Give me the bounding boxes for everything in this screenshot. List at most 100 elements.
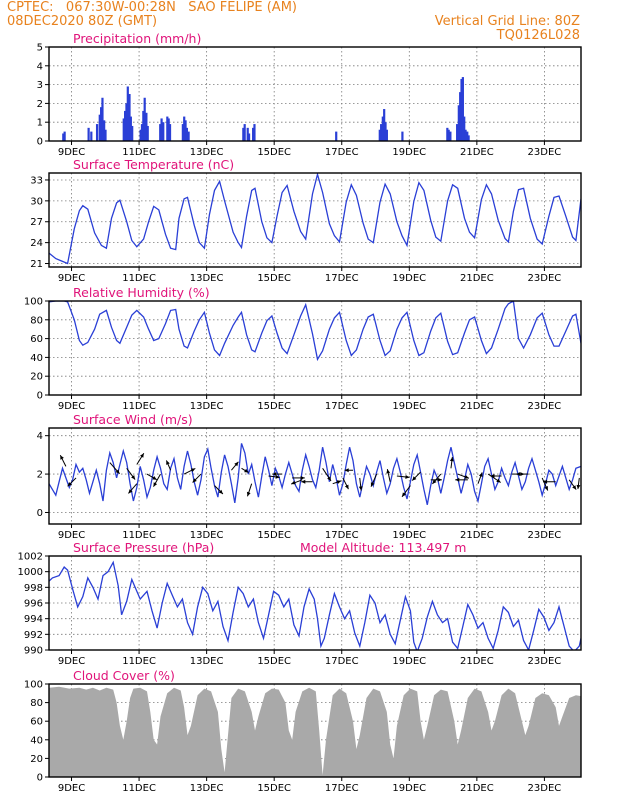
x-tick-label: 17DEC [325,530,359,541]
y-tick-label: 100 [24,297,43,308]
precip-bar [143,97,146,141]
precip-bar [384,122,387,141]
precip-bar [90,131,93,141]
wind-arrow-head [544,486,548,491]
precip-bar [181,124,184,141]
x-tick-label: 9DEC [58,273,85,284]
cloud-cover-area [49,686,581,777]
y-tick-label: 80 [30,698,43,709]
wind-arrow-head [128,489,133,494]
precip-bar [449,131,452,141]
precip-bar [126,86,129,141]
y-tick-label: 0 [37,773,43,784]
precip-bar [381,116,384,141]
header-code: TQ0126L028 [496,28,580,43]
cloud-title: Cloud Cover (%) [73,668,175,683]
x-tick-label: 15DEC [257,401,291,412]
y-tick-label: 20 [30,754,43,765]
y-tick-label: 990 [24,646,43,657]
wind-arrow-head [140,453,144,458]
x-tick-label: 19DEC [392,656,426,667]
precip-bar [160,118,163,141]
wind-series-line [49,443,581,505]
wind-arrow-head [496,478,501,483]
x-tick-label: 23DEC [528,147,562,158]
x-tick-label: 17DEC [325,273,359,284]
x-tick-label: 23DEC [528,273,562,284]
pres-title: Surface Pressure (hPa) [73,540,214,555]
y-tick-label: 0 [37,137,43,148]
x-tick-label: 19DEC [392,273,426,284]
precip-bar [401,131,404,141]
x-tick-label: 15DEC [257,656,291,667]
x-tick-label: 13DEC [190,273,224,284]
y-tick-label: 80 [30,315,43,326]
precip-bar [142,110,145,141]
wind-arrow-head [437,477,442,482]
x-tick-label: 23DEC [528,530,562,541]
precip-bar [166,116,169,141]
precip-bar [456,124,459,141]
model-altitude-note: Model Altitude: 113.497 m [300,540,466,555]
y-tick-label: 20 [30,372,43,383]
y-tick-label: 996 [24,599,43,610]
y-tick-label: 0 [37,391,43,402]
precip-bar [124,110,127,141]
y-tick-label: 40 [30,735,43,746]
x-tick-label: 13DEC [190,783,224,794]
precip-bar [246,127,249,141]
wind-title: Surface Wind (m/s) [73,412,193,427]
panel-frame [48,683,582,778]
precip-bar [62,133,65,141]
precip-bar [131,125,134,141]
wind-arrow-head [336,480,342,484]
wind-arrow-head [67,482,72,487]
x-tick-label: 17DEC [325,656,359,667]
precip-title: Precipitation (mm/h) [73,31,201,46]
precip-bar [101,97,104,141]
precip-bar [103,120,106,141]
x-tick-label: 21DEC [460,656,494,667]
x-tick-label: 13DEC [190,147,224,158]
y-tick-label: 60 [30,334,43,345]
wind-arrow-head [432,479,437,484]
y-tick-label: 5 [37,43,43,54]
y-tick-label: 2 [37,470,43,481]
precip-bar [145,112,148,141]
wind-arrow-head [572,485,577,490]
precip-bar [125,103,128,141]
precip-bar [464,129,467,141]
precip-bar [461,77,464,141]
wind-arrow-head [405,475,410,479]
wind-arrow-head [464,475,469,479]
wind-arrow-head [246,491,251,497]
wind-arrow-head [115,469,120,474]
precip-bar [146,125,149,141]
wind-arrow-head [490,474,495,478]
precip-bar [184,120,187,141]
x-tick-label: 15DEC [257,273,291,284]
x-tick-label: 9DEC [58,530,85,541]
x-tick-label: 15DEC [257,530,291,541]
x-tick-label: 21DEC [460,273,494,284]
panel-frame [48,172,582,268]
precip-bar [63,131,66,141]
precip-bar [385,129,388,141]
precip-bar [446,127,449,141]
rh-series-line [49,301,581,362]
wind-arrow-head [344,484,349,490]
wind-arrow-head [327,476,331,481]
precip-bar [162,122,165,141]
wind-arrow-head [272,472,277,476]
wind-arrow-head [291,480,296,485]
y-tick-label: 30 [30,196,43,207]
precip-bar [159,124,162,141]
panel-pres [45,555,582,654]
precip-bar [247,133,251,141]
x-tick-label: 11DEC [122,401,156,412]
x-tick-label: 21DEC [460,783,494,794]
wind-arrow-head [190,468,196,472]
precip-bar [100,107,103,141]
precip-bar [457,105,460,141]
wind-arrow-head [300,476,305,480]
